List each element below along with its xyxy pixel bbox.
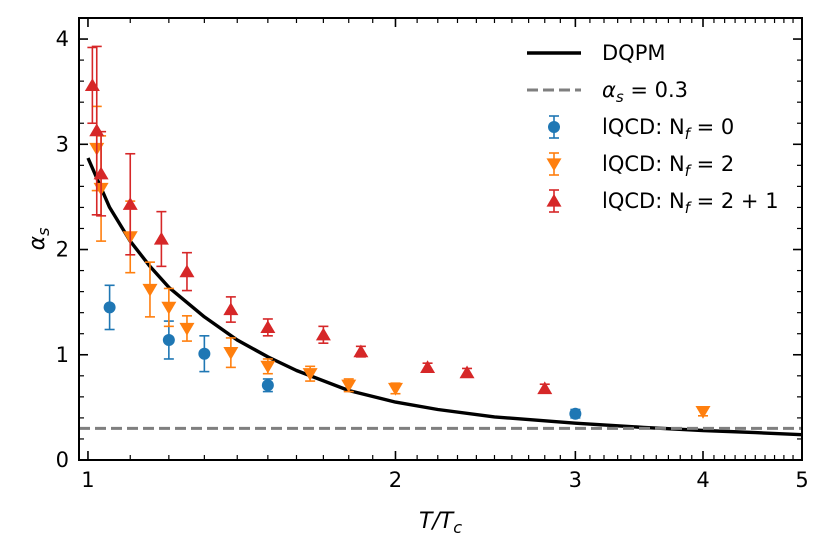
y-axis-label-sub: s — [34, 228, 53, 236]
data-point — [142, 283, 158, 297]
data-point — [353, 344, 369, 358]
legend-marker-2 — [546, 193, 562, 207]
legend-label-sub: f — [685, 199, 693, 217]
y-tick-label: 4 — [56, 27, 69, 51]
data-point — [179, 322, 195, 336]
data-point — [198, 347, 211, 360]
plot-content — [79, 45, 802, 437]
series-2 — [84, 45, 553, 395]
x-tick-label: 4 — [696, 468, 709, 492]
data-point — [420, 360, 436, 374]
legend-label-1: αs = 0.3 — [602, 78, 688, 106]
legend-label-main: α — [602, 78, 616, 102]
data-point — [459, 365, 475, 379]
plot-area — [79, 45, 802, 437]
legend-label-main: DQPM — [602, 41, 665, 65]
y-axis-label-main: α — [25, 235, 50, 250]
data-point — [260, 360, 276, 374]
legend-label-suffix: = 0 — [690, 115, 734, 139]
data-point — [260, 320, 276, 334]
data-point — [103, 301, 116, 314]
legend-label-main: lQCD: N — [602, 115, 685, 139]
data-point — [569, 407, 582, 420]
y-tick-label: 2 — [56, 238, 69, 262]
x-axis-label: T/Tc — [419, 509, 462, 537]
data-point — [122, 197, 138, 210]
legend-label-sub: f — [685, 125, 693, 143]
legend-label-sub: s — [616, 88, 624, 106]
data-point — [387, 382, 403, 396]
y-tick-label: 1 — [56, 343, 69, 367]
legend-label-main: lQCD: N — [602, 152, 685, 176]
data-point — [537, 381, 553, 395]
legend-marker-0 — [548, 121, 560, 133]
x-tick-label: 2 — [389, 468, 402, 492]
legend-label-suffix: = 2 + 1 — [690, 189, 779, 213]
x-axis-label-main: T/T — [419, 509, 455, 534]
legend-series-label-2: lQCD: Nf = 2 + 1 — [602, 189, 779, 217]
y-axis-label: αs — [25, 228, 53, 251]
legend-label-main: lQCD: N — [602, 189, 685, 213]
data-point — [161, 301, 177, 315]
axes-frame — [78, 17, 803, 461]
data-point — [341, 379, 357, 393]
data-point — [223, 347, 239, 360]
data-point — [302, 368, 318, 381]
legend-label-suffix: = 0.3 — [624, 78, 688, 102]
data-point — [162, 334, 175, 347]
x-tick-label: 1 — [81, 468, 94, 492]
x-tick-label: 5 — [795, 468, 808, 492]
data-point — [93, 166, 109, 180]
x-axis-label-sub: c — [453, 518, 462, 537]
x-tick-label: 3 — [569, 468, 582, 492]
legend-marker-1 — [546, 158, 562, 172]
data-point — [315, 327, 331, 341]
legend-label-sub: f — [685, 162, 693, 180]
data-point — [223, 302, 239, 316]
legend-label-suffix: = 2 — [690, 152, 734, 176]
data-point — [695, 405, 711, 419]
data-point — [261, 379, 274, 392]
legend-series-label-1: lQCD: Nf = 2 — [602, 152, 734, 180]
data-point — [153, 231, 169, 245]
legend-series-label-0: lQCD: Nf = 0 — [602, 115, 734, 143]
y-tick-label: 0 — [56, 448, 69, 472]
series-0 — [103, 284, 582, 420]
legend-label-0: DQPM — [602, 41, 665, 65]
y-tick-label: 3 — [56, 132, 69, 156]
data-point — [179, 264, 195, 278]
